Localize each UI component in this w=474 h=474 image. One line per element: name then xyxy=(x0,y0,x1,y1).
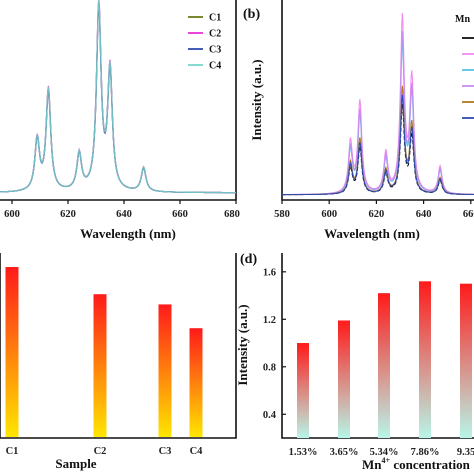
panel-c-bar xyxy=(93,294,107,437)
panel-d-xlabel-rest: concentration xyxy=(390,457,471,472)
panel-d-xtick-label: 1.53% xyxy=(289,447,318,458)
panel-d-axes xyxy=(281,253,474,439)
panel-d-xtick-label: 9.35 xyxy=(457,447,474,458)
panel-d-ylabel: Intensity (a.u.) xyxy=(235,304,250,385)
panel-d-xtick-label: 7.86% xyxy=(411,447,440,458)
panel-c-xtick-label: C1 xyxy=(6,446,19,457)
panel-b-xtick-label: 640 xyxy=(416,209,432,220)
panel-d-xlabel-sup: 4+ xyxy=(382,456,391,465)
panel-b-xtick-label: 660 xyxy=(463,209,474,220)
panel-d-xtick-label: 3.65% xyxy=(330,447,359,458)
panel-d-xlabel: Mn4+ concentration xyxy=(362,456,471,472)
panel-d-ytick-label: 1.6 xyxy=(263,267,276,278)
panel-b: 580 600 620 640 660 Mn (b) Wavelength (nm) I… xyxy=(243,0,474,241)
panel-a-legend-label: C1 xyxy=(209,13,221,24)
panel-b-xtick-label: 600 xyxy=(321,209,337,220)
panel-a-series-line xyxy=(0,0,236,194)
panel-c: C1 C2 C3 C4 Sample xyxy=(0,253,237,471)
panel-d-xlabel-main: Mn xyxy=(362,457,382,472)
panel-d-xtick-label: 5.34% xyxy=(370,447,399,458)
panel-d-bar xyxy=(460,283,472,438)
panel-b-series-line xyxy=(282,31,474,196)
panel-b-label: (b) xyxy=(243,7,260,22)
panel-a-xtick-label: 600 xyxy=(4,209,20,220)
panel-a-xtick-label: 620 xyxy=(60,209,76,220)
panel-d-label: (d) xyxy=(240,252,257,267)
panel-b-series-line xyxy=(282,103,474,196)
panel-d-bar xyxy=(378,293,390,438)
panel-a-series-line xyxy=(0,3,236,194)
panel-d-bar xyxy=(338,320,350,438)
panel-c-bar xyxy=(158,304,172,437)
panel-b-series-line xyxy=(282,85,474,196)
panel-a-xtick-label: 680 xyxy=(224,209,240,220)
panel-c-xlabel: Sample xyxy=(55,456,96,471)
panel-b-series-line xyxy=(282,40,474,196)
panel-a: 600 620 640 660 680 C1 C2 C3 C4 Wavelength (nm) xyxy=(0,0,240,241)
panel-a-xtick-label: 660 xyxy=(172,209,188,220)
panel-b-series-line xyxy=(282,12,474,196)
panel-c-xtick-label: C4 xyxy=(190,446,204,457)
panel-b-xlabel: Wavelength (nm) xyxy=(324,226,420,241)
panel-b-legend-title: Mn xyxy=(455,14,470,25)
panel-d-bar xyxy=(297,343,309,438)
panel-c-bar xyxy=(189,328,203,437)
panel-a-legend-label: C3 xyxy=(209,45,221,56)
panel-b-series-line xyxy=(282,94,474,196)
panel-c-xtick-label: C3 xyxy=(159,446,172,457)
panel-c-axes xyxy=(0,253,237,439)
panel-d-ytick-label: 1.2 xyxy=(263,315,276,326)
panel-a-xlabel: Wavelength (nm) xyxy=(80,226,176,241)
panel-b-xtick-label: 620 xyxy=(369,209,385,220)
panel-a-series-line xyxy=(0,1,236,194)
panel-a-legend-label: C2 xyxy=(209,29,221,40)
panel-d: 0.4 0.8 1.2 1.6 1.53% 3.65% 5.34% 7.86% 9.35 (d)… xyxy=(235,252,474,472)
panel-d-ytick-label: 0.4 xyxy=(263,410,277,421)
panel-b-xtick-label: 580 xyxy=(274,209,290,220)
panel-d-bar xyxy=(419,281,431,438)
panel-c-xtick-label: C2 xyxy=(94,446,107,457)
panel-b-axes xyxy=(281,0,474,201)
panel-b-ylabel: Intensity (a.u.) xyxy=(249,59,264,140)
panel-d-ytick-label: 0.8 xyxy=(263,362,276,373)
panel-a-xtick-label: 640 xyxy=(116,209,132,220)
panel-a-axes xyxy=(0,0,237,201)
panel-a-series-line xyxy=(0,0,236,194)
panel-a-legend-label: C4 xyxy=(209,61,221,72)
panel-c-bar xyxy=(5,267,19,437)
